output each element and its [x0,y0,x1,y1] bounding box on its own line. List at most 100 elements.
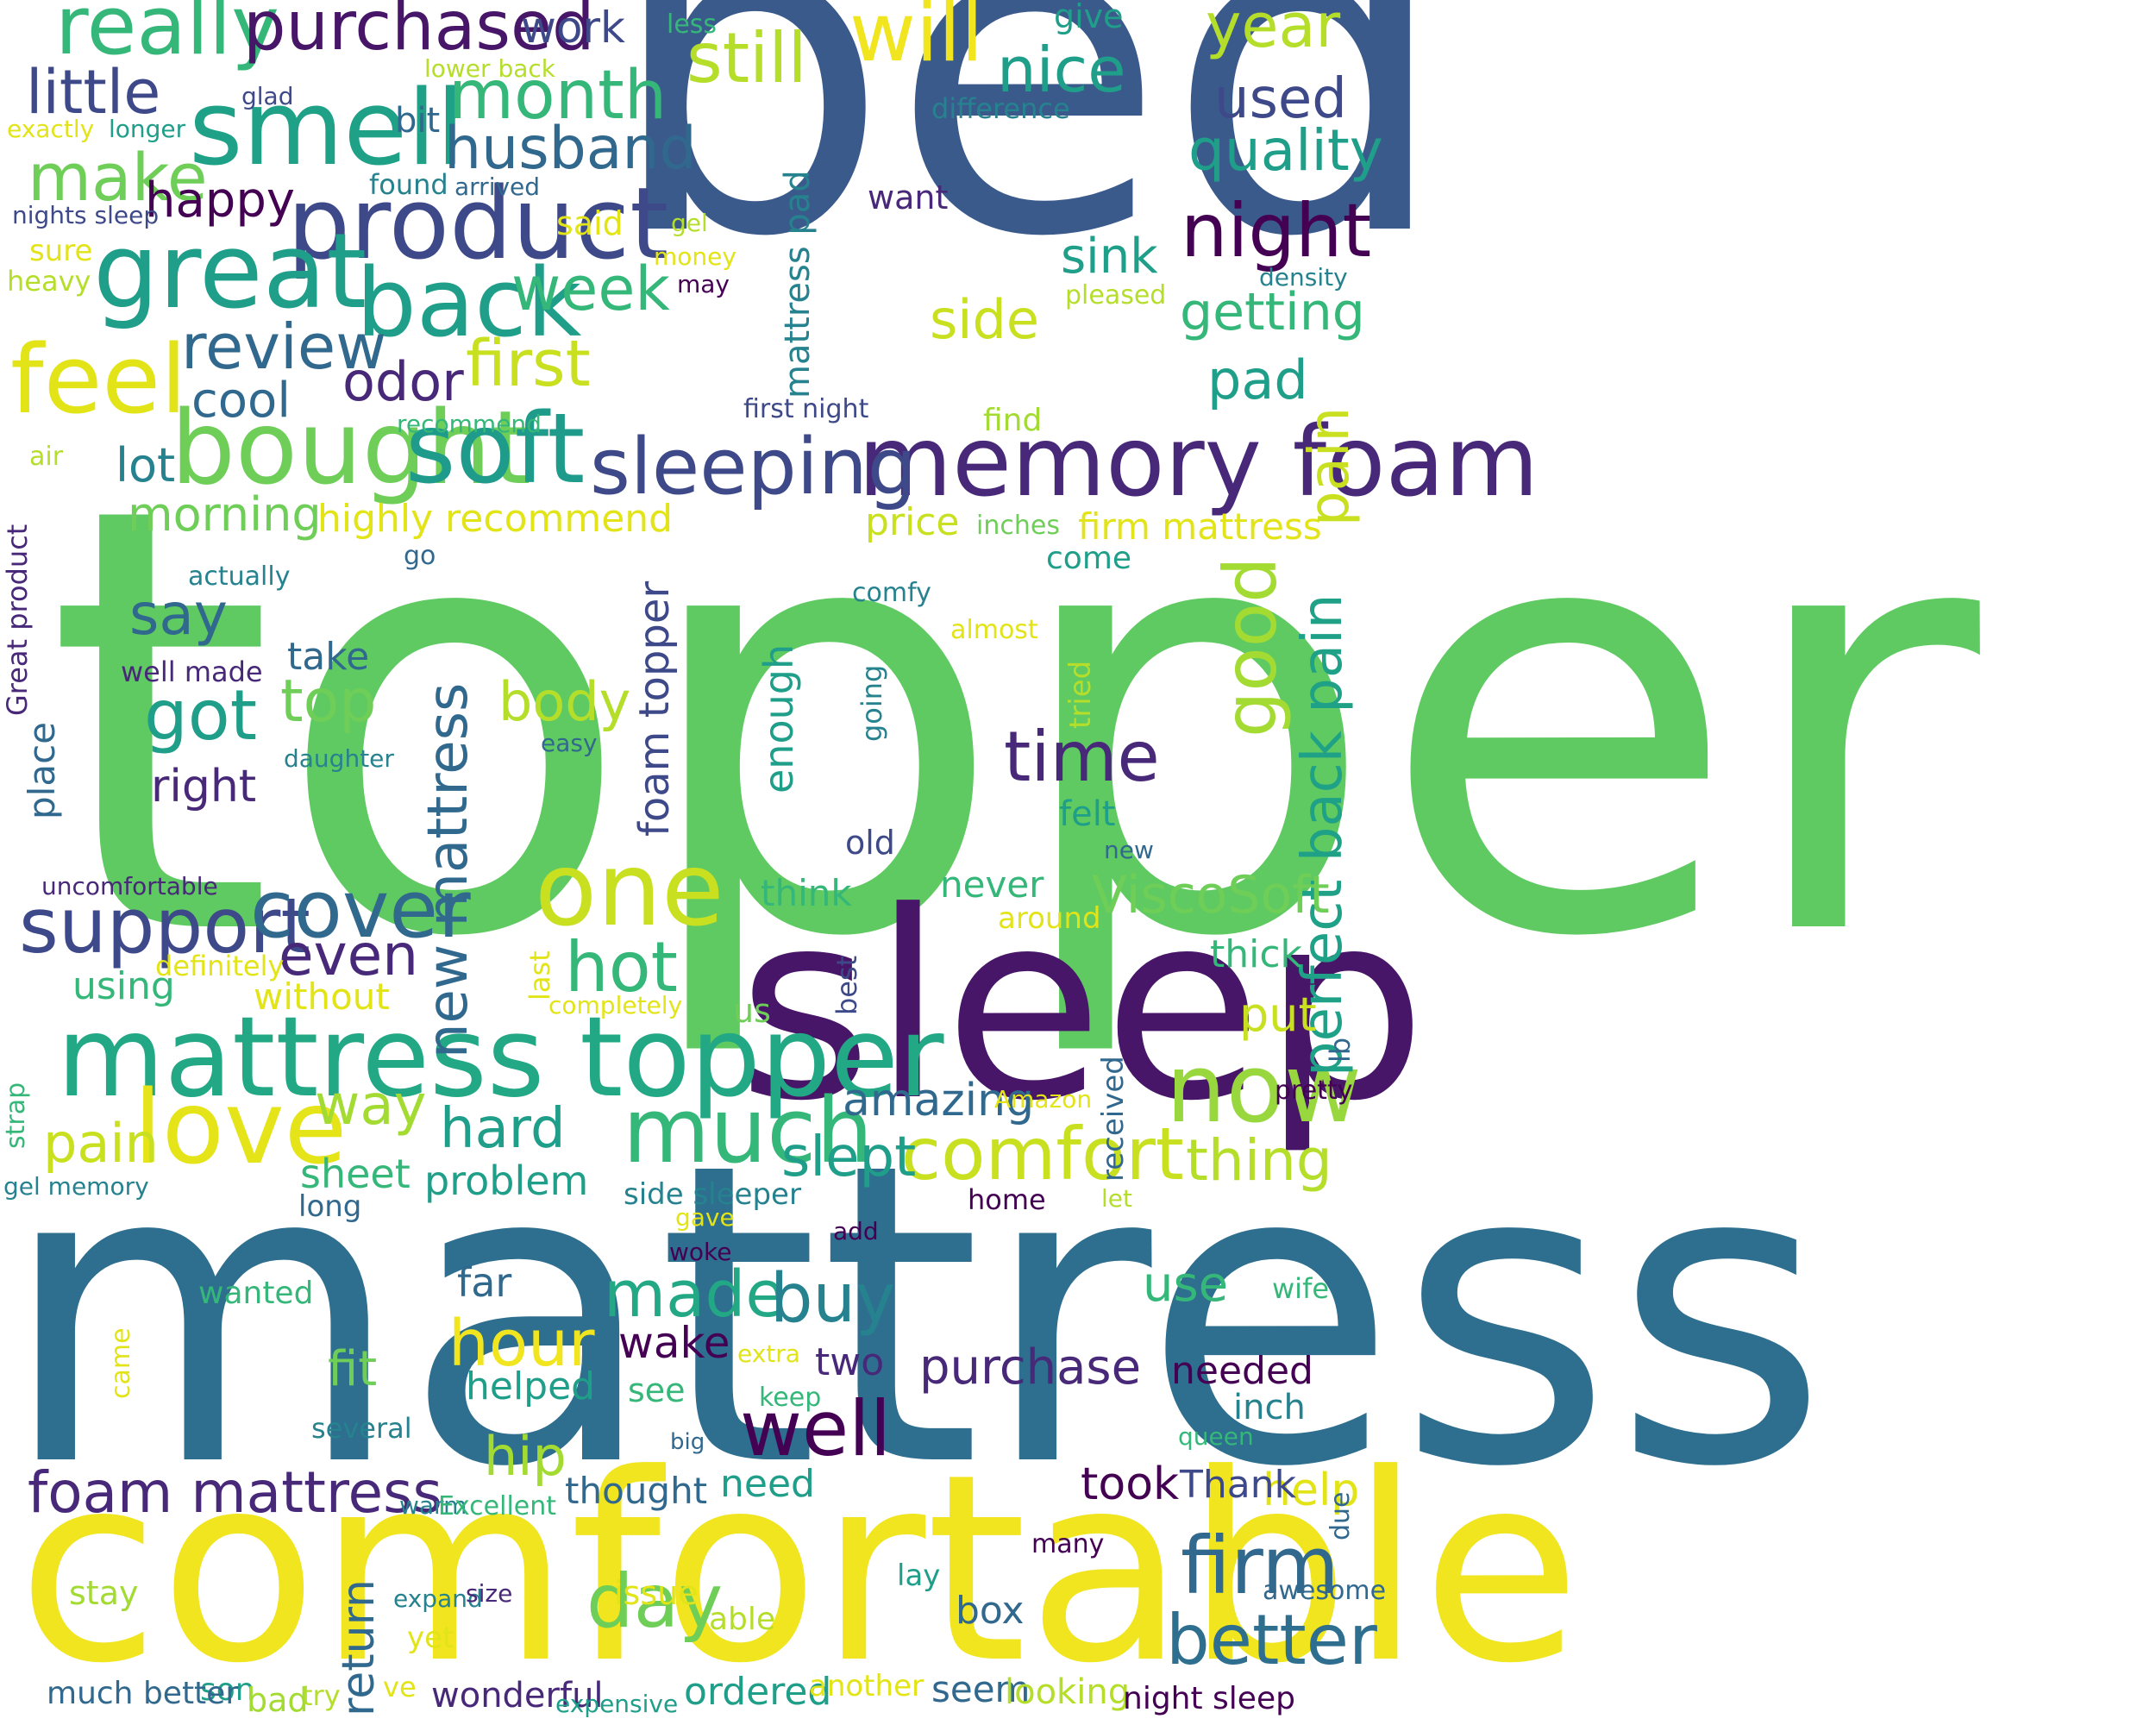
word-ordered: ordered [684,1670,832,1714]
word-used: used [1214,67,1347,131]
word-made: made [604,1258,785,1332]
word-definitely: definitely [155,950,285,982]
word-work: work [521,3,625,53]
word-needed: needed [1171,1349,1313,1393]
word-quality: quality [1188,117,1383,184]
word-firm: firm [1181,1520,1339,1612]
word-air: air [29,442,64,472]
word-may: may [677,270,730,298]
word-well-made: well made [121,656,263,688]
word-great: great [93,212,367,332]
word-two: two [815,1340,885,1384]
word-thick: thick [1210,932,1303,976]
word-well: well [740,1384,892,1473]
word-hot: hot [565,927,679,1007]
word-nights-sleep: nights sleep [12,201,160,229]
word-hip: hip [484,1425,567,1488]
word-sheet: sheet [300,1151,411,1197]
word-expand: expand [393,1584,483,1613]
word-body: body [498,670,631,733]
word-amazon: Amazon [994,1085,1093,1113]
word-wife: wife [1272,1272,1330,1305]
word-actually: actually [188,561,291,592]
word-firm-mattress: firm mattress [1078,505,1322,548]
word-found: found [369,168,448,201]
word-glad: glad [241,82,294,110]
word-pleased: pleased [1065,280,1167,310]
word-odor: odor [342,350,464,413]
word-take: take [287,635,370,679]
word-time: time [1004,717,1160,797]
word-around: around [998,901,1101,936]
word-issue: issue [614,1574,699,1612]
word-heavy: heavy [7,265,91,298]
word-wanted: wanted [198,1276,314,1311]
word-came: came [106,1327,136,1399]
word-let: let [1101,1184,1132,1213]
word-try: try [302,1679,341,1712]
word-queen: queen [1178,1422,1254,1451]
word-viscosoft: ViscoSoft [1092,865,1330,925]
word-still: still [686,18,807,98]
word-add: add [833,1217,879,1245]
word-much-better: much better [47,1676,239,1711]
word-feel: feel [10,324,187,435]
word-many: many [1031,1529,1105,1559]
word-us: us [733,992,771,1030]
word-better: better [1166,1600,1377,1680]
word-price: price [865,500,960,544]
word-box: box [956,1589,1025,1633]
word-way: way [315,1074,427,1138]
word-awesome: awesome [1263,1576,1387,1606]
word-month: month [448,57,667,135]
word-need: need [720,1462,815,1506]
word-sink: sink [1061,229,1158,285]
word-mattress-pad: mattress pad [778,170,818,398]
word-slept: slept [781,1126,917,1189]
word-amazing: amazing [843,1075,1035,1126]
word-gave: gave [675,1203,735,1232]
word-thought: thought [565,1470,708,1512]
word-easy: easy [541,729,598,757]
word-daughter: daughter [284,744,394,773]
word-density: density [1259,263,1348,292]
word-far: far [457,1259,512,1306]
word-sleeping: sleeping [590,422,917,512]
word-week: week [511,254,670,324]
word-really: really [55,0,279,73]
word-wake: wake [618,1318,730,1368]
word-highly-recommend: highly recommend [317,497,674,541]
word-wonderful: wonderful [431,1676,604,1716]
word-foam-topper: foam topper [630,580,679,837]
word-sleep: sleep [737,856,1427,1157]
word-best: best [830,955,863,1015]
word-yet: yet [407,1621,454,1655]
word-thing: thing [1186,1127,1332,1194]
word-even: even [279,922,419,988]
word-inch: inch [1233,1388,1306,1427]
word-night-sleep: night sleep [1123,1681,1295,1716]
word-said: said [556,204,624,242]
word-pain-vertical: pain [1298,406,1362,526]
word-enough: enough [755,643,802,794]
word-think: think [761,872,852,914]
word-first-night: first night [743,394,869,424]
word-inches: inches [976,511,1060,541]
word-strap: strap [1,1082,31,1149]
word-hour: hour [448,1307,595,1381]
word-smell: smell [189,69,465,189]
word-bed: bed [605,0,1451,335]
word-due: due [1326,1491,1356,1540]
word-longer: longer [109,115,186,143]
word-going: going [856,664,888,742]
word-thank: Thank [1180,1463,1297,1507]
word-soft: soft [405,393,586,505]
word-come: come [1046,541,1132,576]
word-put: put [1239,988,1317,1042]
word-purchase: purchase [919,1339,1142,1396]
word-use: use [1143,1257,1229,1313]
word-topper: topper [45,383,1980,1065]
word-woke: woke [669,1238,732,1266]
word-looking: looking [1005,1672,1131,1712]
